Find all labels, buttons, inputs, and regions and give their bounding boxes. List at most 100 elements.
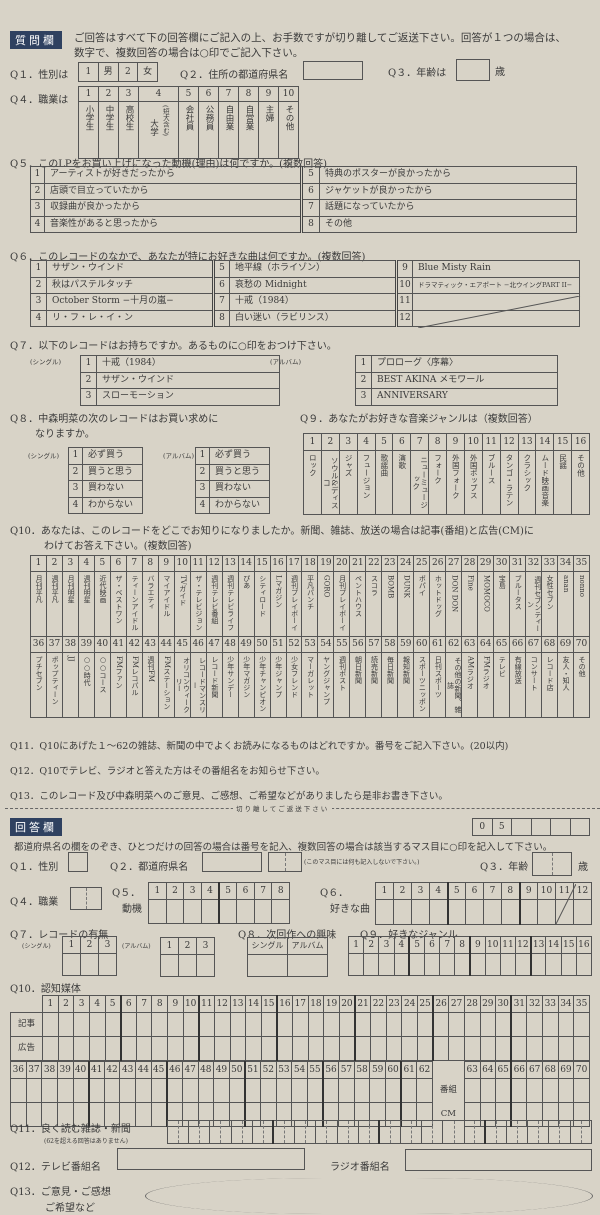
answer-cell[interactable] [165, 1078, 183, 1103]
age-box[interactable] [456, 59, 490, 81]
answer-cell[interactable] [448, 1036, 465, 1061]
answer-cell[interactable] [529, 953, 547, 976]
answer-cell[interactable] [148, 899, 167, 924]
answer-cell[interactable] [88, 1012, 106, 1037]
answer-cell[interactable] [165, 899, 185, 924]
answer-cell[interactable] [229, 1036, 247, 1061]
answer-cell[interactable] [557, 1012, 575, 1037]
answer-cell[interactable] [57, 1012, 75, 1037]
answer-cell[interactable] [197, 1012, 215, 1037]
answer-cell[interactable] [495, 1078, 512, 1103]
answer-cell[interactable] [196, 954, 215, 977]
answer-cell[interactable] [483, 899, 502, 925]
answer-cell[interactable] [385, 1012, 403, 1037]
answer-cell[interactable] [557, 1036, 575, 1061]
answer-cell[interactable] [104, 1012, 122, 1037]
answer-cell[interactable] [463, 1036, 481, 1061]
answer-cell[interactable] [167, 1036, 184, 1061]
answer-cell[interactable] [385, 1078, 402, 1103]
answer-cell[interactable] [353, 1078, 371, 1103]
a-prefecture-code-box[interactable] [268, 852, 302, 872]
answer-cell[interactable] [363, 953, 380, 976]
answer-cell[interactable] [542, 1078, 559, 1103]
number-box[interactable] [294, 1120, 317, 1144]
answer-cell[interactable] [417, 1012, 434, 1037]
answer-cell[interactable] [510, 1078, 528, 1103]
answer-cell[interactable] [454, 953, 471, 976]
answer-cell[interactable] [73, 1036, 90, 1061]
answer-cell[interactable] [25, 1078, 43, 1103]
answer-cell[interactable] [42, 1036, 59, 1061]
answer-cell[interactable] [119, 1012, 137, 1037]
number-box[interactable] [463, 1120, 486, 1144]
answer-cell[interactable] [275, 1036, 293, 1061]
answer-cell[interactable] [526, 1012, 543, 1037]
answer-cell[interactable] [119, 1078, 136, 1103]
answer-cell[interactable] [439, 953, 456, 976]
tv-program-input[interactable] [117, 1148, 305, 1170]
answer-cell[interactable] [151, 1036, 168, 1061]
answer-cell[interactable] [354, 1012, 372, 1037]
number-box[interactable] [442, 1120, 465, 1144]
number-box[interactable] [484, 1120, 508, 1144]
answer-cell[interactable] [468, 953, 486, 976]
answer-cell[interactable] [393, 953, 410, 976]
answer-cell[interactable] [260, 1012, 278, 1037]
number-box[interactable] [569, 1120, 593, 1144]
answer-cell[interactable] [338, 1078, 355, 1103]
answer-cell[interactable] [526, 1078, 543, 1103]
code-box[interactable] [530, 818, 551, 836]
answer-cell[interactable] [338, 1036, 356, 1061]
answer-cell[interactable] [465, 899, 484, 925]
answer-cell[interactable] [510, 1012, 528, 1037]
answer-cell[interactable] [150, 1078, 168, 1103]
answer-cell[interactable] [401, 1012, 418, 1037]
number-box[interactable] [188, 1120, 211, 1144]
answer-cell[interactable] [103, 1078, 121, 1103]
answer-cell[interactable] [338, 1012, 356, 1037]
answer-cell[interactable] [495, 1036, 512, 1061]
answer-cell[interactable] [88, 1036, 106, 1061]
answer-cell[interactable] [307, 1036, 325, 1061]
answer-cell[interactable] [135, 1012, 153, 1037]
answer-cell[interactable] [260, 1036, 278, 1061]
number-box[interactable] [166, 1120, 190, 1144]
a-gender-box[interactable] [68, 852, 88, 872]
answer-cell[interactable] [213, 1036, 231, 1061]
answer-cell[interactable] [236, 899, 255, 924]
answer-cell[interactable] [306, 1078, 324, 1103]
answer-cell[interactable] [42, 1012, 59, 1037]
number-box[interactable] [209, 1120, 232, 1144]
answer-cell[interactable] [260, 1078, 277, 1103]
number-box[interactable] [421, 1120, 444, 1144]
answer-cell[interactable] [526, 1036, 543, 1061]
answer-cell[interactable] [518, 899, 538, 925]
number-box[interactable] [378, 1120, 402, 1144]
answer-cell[interactable] [400, 1078, 418, 1103]
answer-cell[interactable] [292, 1036, 309, 1061]
answer-cell[interactable] [271, 899, 290, 924]
answer-cell[interactable] [463, 1012, 481, 1037]
answer-cell[interactable] [575, 953, 593, 976]
answer-cell[interactable] [181, 1078, 199, 1103]
answer-cell[interactable] [247, 954, 288, 977]
a-occupation-box[interactable] [70, 887, 102, 910]
number-box[interactable] [230, 1120, 253, 1144]
answer-cell[interactable] [160, 954, 179, 977]
answer-cell[interactable] [323, 1036, 340, 1061]
answer-cell[interactable] [197, 1036, 215, 1061]
number-box[interactable] [272, 1120, 296, 1144]
answer-cell[interactable] [182, 1036, 200, 1061]
answer-cell[interactable] [73, 1012, 90, 1037]
answer-cell[interactable] [510, 1036, 528, 1061]
answer-cell[interactable] [119, 1036, 137, 1061]
code-box[interactable] [569, 818, 590, 836]
answer-cell[interactable] [446, 899, 466, 925]
answer-cell[interactable] [243, 1078, 261, 1103]
answer-cell[interactable] [408, 953, 425, 976]
answer-cell[interactable] [323, 1012, 340, 1037]
answer-cell[interactable] [10, 1078, 27, 1103]
answer-cell[interactable] [213, 1012, 231, 1037]
answer-cell[interactable] [135, 1078, 152, 1103]
answer-cell[interactable] [479, 1036, 497, 1061]
